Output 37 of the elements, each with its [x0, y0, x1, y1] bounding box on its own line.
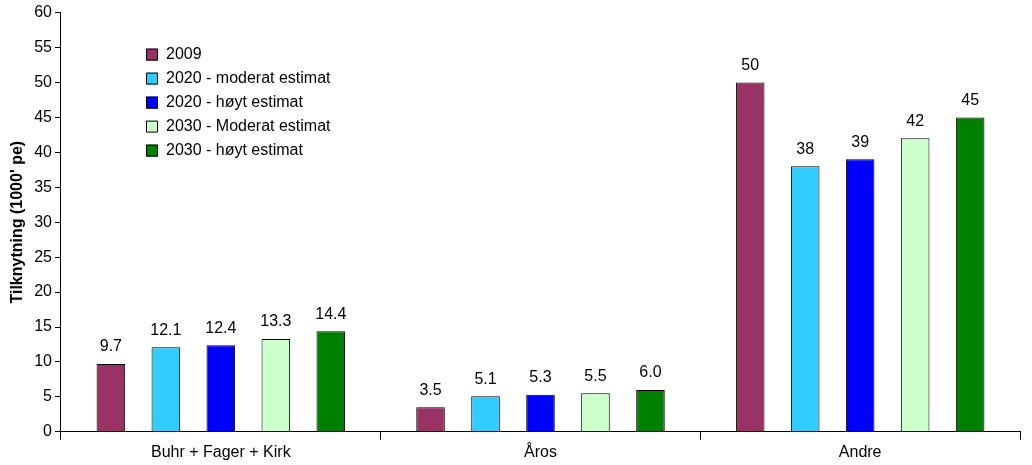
y-tick-label: 55 [34, 37, 53, 55]
data-label: 38 [796, 139, 815, 157]
x-tick-label: Åros [524, 441, 557, 460]
x-tick-label: Andre [838, 442, 882, 460]
y-tick-label: 30 [34, 212, 53, 230]
legend-label: 2020 - høyt estimat [166, 93, 304, 111]
data-label: 5.3 [529, 368, 552, 386]
data-label: 3.5 [419, 380, 442, 398]
y-tick-label: 20 [34, 282, 53, 300]
y-tick-label: 15 [34, 317, 53, 335]
data-label: 12.1 [150, 320, 182, 338]
legend-label: 2030 - høyt estimat [166, 141, 304, 159]
x-tick-label: Buhr + Fager + Kirk [151, 442, 292, 460]
y-tick-label: 45 [34, 107, 53, 125]
data-label: 13.3 [260, 312, 292, 330]
legend-label: 2020 - moderat estimat [166, 69, 332, 87]
y-tick-label: 40 [34, 142, 53, 160]
y-tick-label: 50 [34, 72, 53, 90]
data-label: 14.4 [315, 304, 347, 322]
data-label: 6.0 [639, 363, 662, 381]
data-label: 5.1 [474, 369, 497, 387]
y-tick-label: 25 [34, 247, 53, 265]
data-label: 39 [851, 132, 870, 150]
y-tick-label: 10 [34, 352, 53, 370]
y-axis-title: Tilknytning (1000' pe) [8, 140, 26, 304]
data-label: 45 [961, 90, 980, 108]
data-label: 42 [906, 111, 925, 129]
data-label: 9.7 [99, 337, 123, 355]
legend-label: 2030 - Moderat estimat [166, 117, 332, 135]
y-tick-label: 60 [34, 3, 53, 21]
data-label: 50 [741, 55, 760, 73]
y-tick-label: 0 [43, 422, 53, 440]
y-tick-label: 5 [43, 387, 53, 405]
data-label: 5.5 [584, 366, 607, 384]
legend-label: 2009 [166, 45, 202, 63]
y-tick-label: 35 [34, 177, 53, 195]
data-label: 12.4 [205, 318, 237, 336]
